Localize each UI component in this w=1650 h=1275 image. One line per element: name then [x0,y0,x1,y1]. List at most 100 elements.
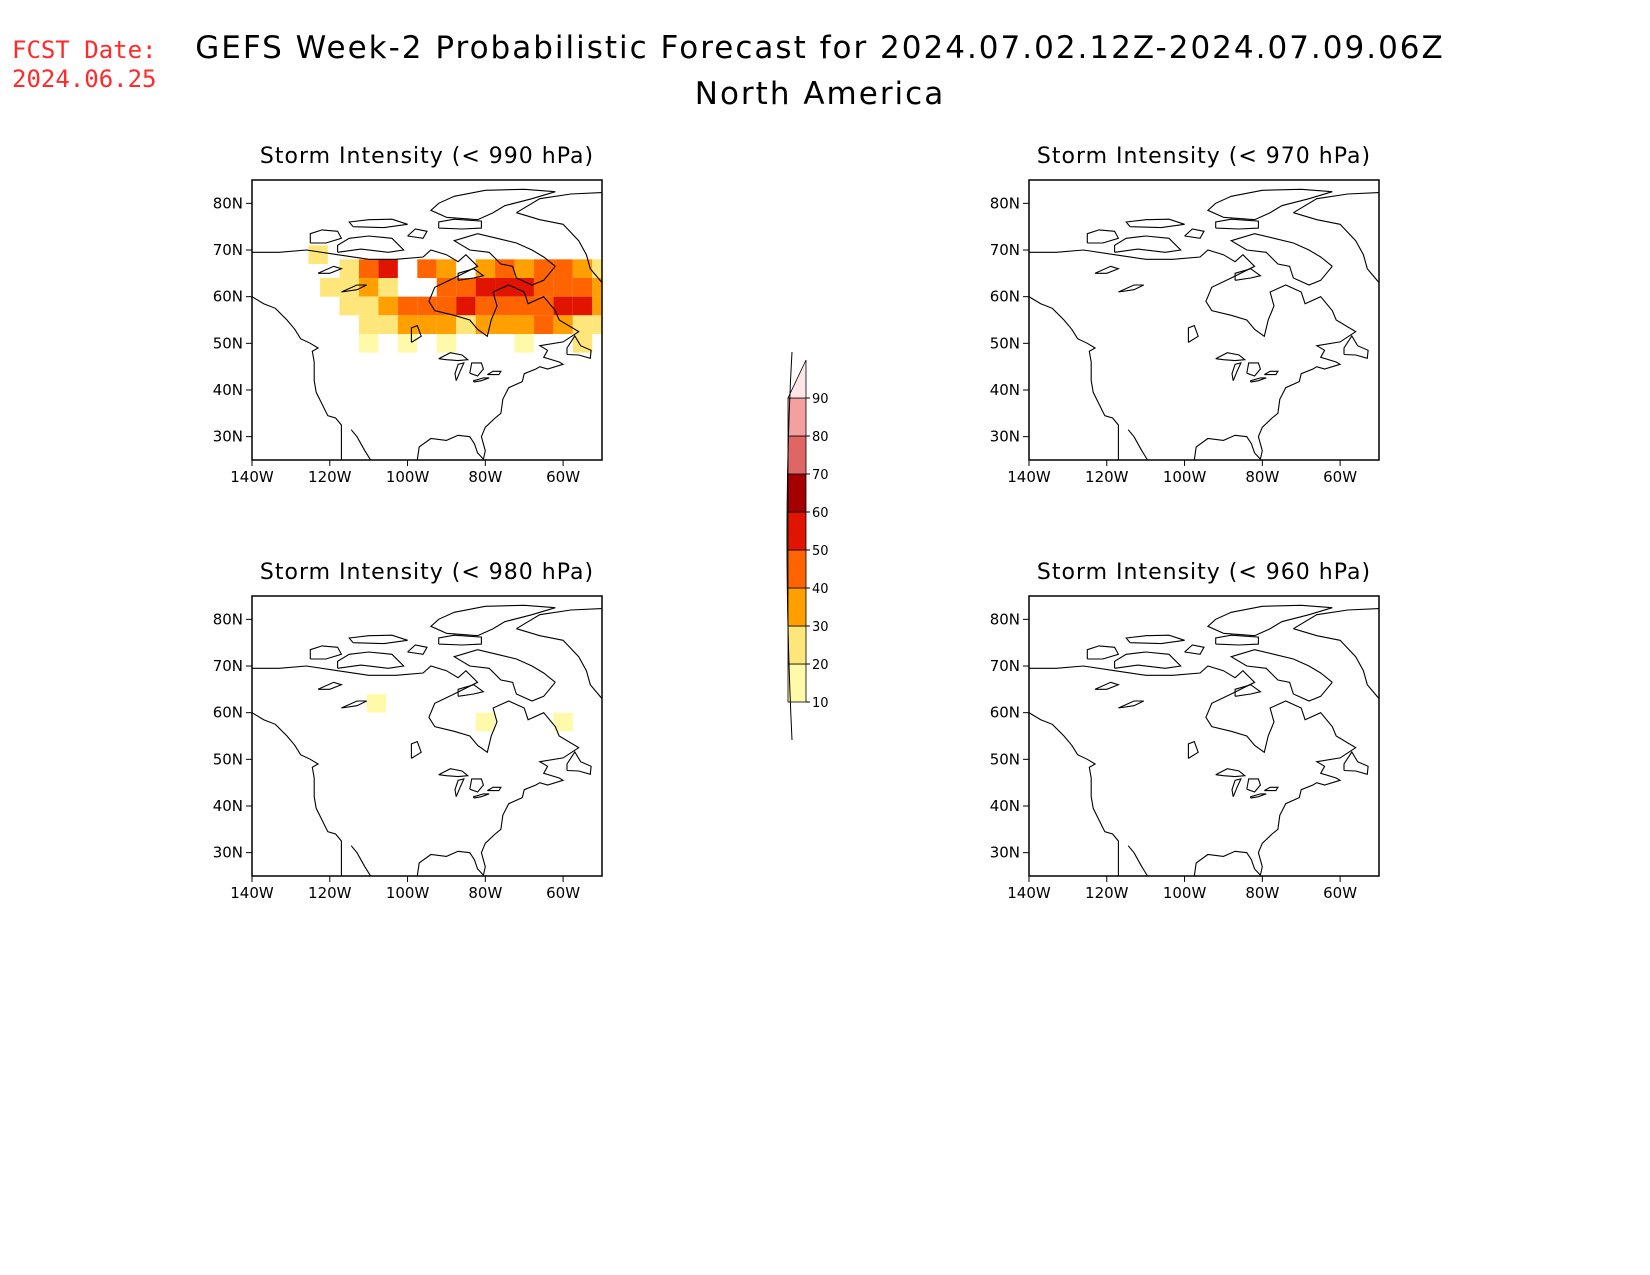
probability-cell [495,315,515,334]
lon-tick-label: 120W [308,468,352,486]
probability-cell [436,259,457,278]
probability-cell [533,296,554,316]
lat-tick-label: 30N [990,428,1020,446]
coastline [454,362,465,381]
colorbar-label: 20 [812,658,829,673]
panel-title: Storm Intensity (< 960 hPa) [1037,560,1371,585]
probability-cell [308,245,328,264]
coastline [1246,778,1262,793]
coastline [407,644,428,655]
lon-tick-label: 140W [1007,884,1051,902]
panel-title: Storm Intensity (< 980 hPa) [260,560,594,585]
probability-cell [572,334,593,353]
probability-cell [553,278,573,297]
probability-cell [417,315,437,334]
probability-cell [436,296,457,316]
coastline [337,235,405,253]
probability-cell [533,259,554,278]
lon-tick-label: 140W [230,468,274,486]
coastline [309,229,343,244]
lat-tick-label: 30N [213,428,243,446]
lat-tick-label: 60N [990,704,1020,722]
coastline [348,218,408,229]
colorbar-swatch [787,511,807,551]
probability-cell [592,315,602,334]
coastline [1184,644,1205,655]
probability-cell [397,315,418,334]
coastline [348,634,408,645]
probability-cell [417,259,437,278]
coastline [1343,334,1369,360]
lat-tick-label: 70N [213,241,243,259]
coastline [1293,608,1379,700]
colorbar-swatch [787,359,807,399]
lon-tick-label: 60W [546,468,580,486]
lat-tick-label: 40N [213,797,243,815]
map-svg-960: Storm Intensity (< 960 hPa) 140W 120W 100W 8… [990,560,1380,902]
colorbar-label: 60 [812,506,829,521]
coastline [1250,377,1267,383]
lat-tick-label: 60N [213,704,243,722]
probability-cell [495,259,515,278]
lon-tick-label: 120W [1085,468,1129,486]
coastline [1343,750,1369,776]
coastline [1229,649,1333,702]
coastline [429,604,556,637]
lat-tick-label: 80N [990,194,1020,212]
colorbar-swatch [787,663,807,703]
probability-cell [358,296,379,316]
colorbar-swatch [787,587,807,627]
map-frame [1028,179,1380,461]
coastline [1215,352,1247,362]
lon-tick-label: 100W [1163,468,1207,486]
coastline [516,608,602,700]
probability-cell [378,278,398,297]
colorbar-swatch [787,549,807,589]
coastline [1094,681,1121,690]
coastline [350,429,372,460]
coastline [317,265,344,274]
lon-tick-label: 140W [1007,468,1051,486]
probability-cell [456,315,476,334]
coastline [1029,712,1119,876]
coastline [1125,634,1185,645]
panel-970: Storm Intensity (< 970 hPa) 140W 120W 100W 8… [977,140,1457,540]
lon-tick-label: 80W [1245,468,1279,486]
panel-title: Storm Intensity (< 970 hPa) [1037,144,1371,169]
lon-tick-label: 80W [1245,884,1279,902]
probability-cell [553,315,573,334]
map-frame [251,595,603,877]
coastline [1118,700,1144,709]
coastline [1264,786,1279,792]
coastline [1206,188,1333,221]
coastline [1234,684,1262,697]
lon-tick-label: 100W [386,884,430,902]
lon-tick-label: 80W [468,468,502,486]
probability-cell [378,259,398,278]
probability-cell [378,296,398,316]
coastline [1231,778,1242,797]
coastline [1250,793,1267,799]
probability-cell [553,712,573,732]
coastline [469,362,485,377]
lat-tick-label: 70N [213,657,243,675]
coastline [1086,229,1120,244]
probability-cell [592,278,602,297]
coastline [487,370,502,376]
colorbar-label: 30 [812,620,829,635]
coastline [1187,324,1199,343]
coastline [469,778,485,793]
lat-tick-label: 50N [213,334,243,352]
coastline [516,192,602,284]
coastline [454,778,465,797]
colorbar-label: 90 [812,392,829,407]
forecast-date-value: 2024.06.25 [12,65,157,93]
coastline [1215,218,1259,230]
coastline [410,324,422,343]
panel-title: Storm Intensity (< 990 hPa) [260,144,594,169]
coastline [1246,362,1262,377]
map-frame [1028,595,1380,877]
map-frame [251,179,603,461]
coastline [341,284,367,293]
probability-cell [456,278,476,297]
